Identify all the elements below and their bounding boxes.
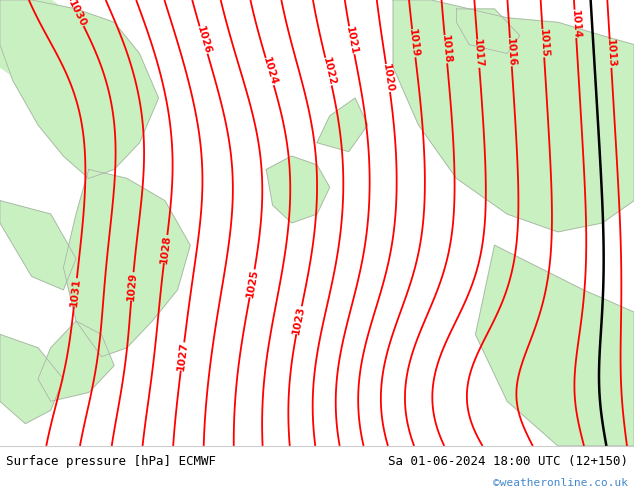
Polygon shape xyxy=(0,22,51,89)
Text: 1014: 1014 xyxy=(569,9,581,39)
Text: 1028: 1028 xyxy=(159,234,172,264)
Polygon shape xyxy=(602,45,634,201)
Text: 1031: 1031 xyxy=(69,277,82,307)
Text: 1015: 1015 xyxy=(538,28,549,58)
Text: ©weatheronline.co.uk: ©weatheronline.co.uk xyxy=(493,478,628,489)
Text: 1029: 1029 xyxy=(126,271,138,301)
Text: 1018: 1018 xyxy=(439,34,452,64)
Polygon shape xyxy=(0,201,76,290)
Text: 1026: 1026 xyxy=(195,24,212,55)
Polygon shape xyxy=(0,0,76,36)
Text: 1022: 1022 xyxy=(320,56,337,87)
Text: Surface pressure [hPa] ECMWF: Surface pressure [hPa] ECMWF xyxy=(6,455,216,468)
Text: 1023: 1023 xyxy=(291,305,307,335)
Polygon shape xyxy=(393,0,634,232)
Text: Sa 01-06-2024 18:00 UTC (12+150): Sa 01-06-2024 18:00 UTC (12+150) xyxy=(387,455,628,468)
Polygon shape xyxy=(456,9,520,53)
Text: 1025: 1025 xyxy=(245,268,259,298)
Polygon shape xyxy=(63,170,190,357)
Text: 1030: 1030 xyxy=(67,0,88,28)
Polygon shape xyxy=(317,98,368,151)
Text: 1021: 1021 xyxy=(344,25,359,55)
Text: 1027: 1027 xyxy=(176,342,189,371)
Text: 1019: 1019 xyxy=(407,28,420,58)
Polygon shape xyxy=(0,0,158,178)
Polygon shape xyxy=(0,334,63,423)
Text: 1017: 1017 xyxy=(472,39,484,69)
Text: 1020: 1020 xyxy=(381,63,395,93)
Polygon shape xyxy=(38,321,114,401)
Text: 1013: 1013 xyxy=(605,39,616,69)
Polygon shape xyxy=(266,156,330,223)
Text: 1016: 1016 xyxy=(505,37,517,67)
Polygon shape xyxy=(476,245,634,446)
Text: 1024: 1024 xyxy=(261,56,279,87)
